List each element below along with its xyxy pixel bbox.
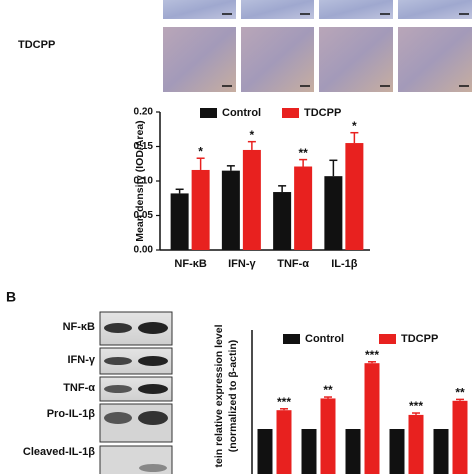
blot-label: TNF-α bbox=[63, 382, 95, 394]
bar bbox=[294, 166, 313, 250]
tissue-image bbox=[163, 27, 236, 92]
blot-label: Cleaved-IL-1β bbox=[23, 446, 95, 458]
significance-label: ** bbox=[298, 146, 308, 160]
x-tick-label: NF-κB bbox=[174, 258, 206, 270]
tissue-image bbox=[163, 0, 236, 19]
tissue-image bbox=[319, 27, 393, 92]
significance-label: * bbox=[198, 144, 203, 158]
blots bbox=[99, 311, 173, 474]
bar bbox=[170, 193, 189, 250]
y-tick-label: 0.20 bbox=[134, 107, 154, 118]
bar bbox=[389, 429, 405, 474]
significance-label: * bbox=[250, 128, 255, 142]
blot-label: Pro-IL-1β bbox=[47, 408, 96, 420]
legend-label: Control bbox=[305, 333, 344, 345]
significance-label: *** bbox=[409, 399, 423, 413]
y-tick-label: 0.05 bbox=[134, 210, 154, 221]
x-tick-label: IL-1β bbox=[331, 258, 358, 270]
tissue-image bbox=[398, 0, 472, 19]
legend-label: TDCPP bbox=[304, 107, 341, 119]
legend-swatch bbox=[200, 108, 217, 118]
blot-label: NF-κB bbox=[63, 321, 95, 333]
y-tick-label: 0.10 bbox=[134, 176, 154, 187]
bar bbox=[320, 398, 336, 474]
bar bbox=[257, 429, 273, 474]
tissue-image bbox=[241, 0, 314, 19]
tissue-image bbox=[241, 27, 314, 92]
y-axis-label: Mean density (IOD/Area) bbox=[134, 120, 146, 241]
bar bbox=[345, 143, 364, 250]
legend-label: TDCPP bbox=[401, 333, 438, 345]
blot-label: IFN-γ bbox=[68, 354, 96, 366]
bar bbox=[452, 400, 468, 474]
significance-label: * bbox=[352, 119, 357, 133]
bar bbox=[345, 429, 361, 474]
bar bbox=[364, 363, 380, 474]
legend-label: Control bbox=[222, 107, 261, 119]
tissue-image bbox=[319, 0, 393, 19]
bar bbox=[242, 149, 261, 250]
significance-label: *** bbox=[277, 395, 291, 409]
panel-label: B bbox=[6, 289, 16, 305]
x-tick-label: TNF-α bbox=[277, 258, 309, 270]
significance-label: ** bbox=[323, 383, 333, 397]
tissue-image bbox=[398, 27, 472, 92]
bar bbox=[221, 170, 240, 250]
significance-label: *** bbox=[365, 348, 379, 362]
y-axis-label: (normalized to β-actin) bbox=[227, 340, 239, 453]
row-label: TDCPP bbox=[18, 39, 55, 51]
scale-bars bbox=[222, 13, 469, 87]
bar bbox=[273, 192, 292, 250]
legend-swatch bbox=[379, 334, 396, 344]
legend-swatch bbox=[283, 334, 300, 344]
bar bbox=[276, 410, 292, 474]
bar bbox=[301, 429, 317, 474]
y-tick-label: 0.15 bbox=[134, 141, 154, 152]
x-tick-label: IFN-γ bbox=[228, 258, 256, 270]
legend-swatch bbox=[282, 108, 299, 118]
y-tick-label: 0.00 bbox=[134, 245, 154, 256]
y-axis-label: tein relative expression level bbox=[213, 324, 225, 467]
bar bbox=[324, 176, 343, 250]
significance-label: ** bbox=[455, 386, 465, 400]
bar bbox=[191, 169, 210, 250]
tissue-images bbox=[163, 0, 472, 92]
bar bbox=[408, 414, 424, 474]
bar bbox=[433, 429, 449, 474]
